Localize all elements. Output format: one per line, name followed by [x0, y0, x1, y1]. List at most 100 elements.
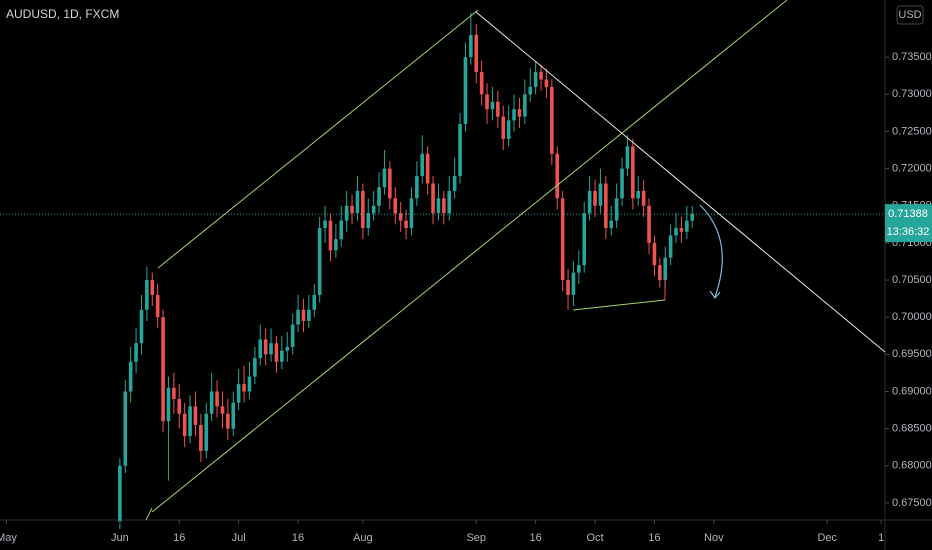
channel-upper	[157, 9, 479, 269]
candle-body	[436, 198, 441, 214]
y-tick-label: 0.73500	[892, 51, 932, 63]
candle-body	[425, 153, 430, 184]
candle-body	[393, 198, 398, 214]
candle-body	[247, 376, 252, 392]
candle-body	[458, 124, 462, 177]
x-tick-label: 16	[648, 532, 660, 544]
candle-body	[420, 153, 425, 177]
candle-body	[463, 57, 468, 125]
last-price-label: 0.71388	[888, 208, 928, 220]
candle-body	[182, 413, 187, 437]
candle-body	[285, 346, 290, 351]
channel-lower	[151, 0, 788, 513]
candle-body	[118, 465, 122, 522]
candle-body	[636, 190, 641, 199]
candle-body	[134, 343, 138, 362]
candle-body	[620, 168, 624, 199]
x-tick-label: Jul	[232, 532, 246, 544]
candle-body	[647, 205, 651, 243]
candle-body	[452, 176, 457, 191]
candle-body	[398, 213, 403, 221]
candle-body	[517, 109, 522, 117]
candle-body	[226, 413, 230, 429]
candle-body	[539, 72, 543, 80]
candle-body	[523, 94, 527, 117]
candle-body	[501, 116, 506, 139]
candle-body	[587, 190, 592, 214]
candle-body	[609, 220, 614, 229]
candle-body	[150, 280, 155, 295]
x-tick-label: 16	[530, 532, 542, 544]
candle-body	[415, 176, 419, 199]
candle-body	[641, 190, 646, 206]
candle-body	[388, 168, 392, 199]
y-tick-label: 0.72000	[892, 163, 932, 175]
x-tick-label: 16	[173, 532, 185, 544]
x-tick-label: 16	[292, 532, 304, 544]
forecast-arrowhead	[709, 290, 721, 299]
currency-badge[interactable]	[896, 5, 924, 25]
candle-body	[404, 220, 408, 229]
candle-body	[301, 309, 306, 321]
candle-body	[442, 198, 446, 214]
candle-body	[614, 198, 619, 221]
candle-body	[506, 120, 511, 139]
y-tick-label: 0.70500	[892, 274, 932, 286]
candle-body	[366, 213, 371, 229]
candle-body	[236, 384, 241, 403]
candle-body	[269, 343, 273, 355]
candle-body	[674, 228, 678, 236]
candle-body	[528, 86, 533, 95]
y-tick-label: 0.69500	[892, 348, 932, 360]
countdown-label: 13:36:32	[887, 226, 930, 238]
candle-body	[485, 94, 489, 110]
candle-body	[512, 109, 516, 121]
candle-body	[431, 183, 435, 214]
candle-body	[533, 72, 538, 87]
candle-body	[339, 220, 344, 240]
candle-body	[172, 387, 176, 399]
candle-body	[274, 343, 279, 362]
x-tick-label: Dec	[817, 532, 837, 544]
x-tick-label: Aug	[353, 532, 373, 544]
candle-body	[593, 190, 597, 206]
x-tick-label: Sep	[466, 532, 486, 544]
candle-body	[334, 239, 338, 251]
y-tick-label: 0.68500	[892, 423, 932, 435]
candle-body	[371, 205, 376, 214]
candle-body	[685, 220, 689, 232]
x-tick-label: Nov	[704, 532, 724, 544]
y-tick-label: 0.70000	[892, 311, 932, 323]
candle-body	[344, 205, 349, 221]
candle-body	[679, 228, 684, 232]
forecast-arrow	[699, 204, 723, 298]
candle-body	[555, 153, 560, 199]
support-line	[572, 299, 666, 311]
candle-body	[307, 309, 311, 321]
candle-body	[625, 146, 630, 169]
candle-body	[350, 205, 354, 214]
candle-body	[317, 228, 322, 295]
last-price-badge	[885, 204, 932, 243]
x-tick-label: Jun	[111, 532, 129, 544]
candle-body	[123, 391, 128, 466]
candle-body	[280, 350, 284, 362]
candle-body	[668, 235, 673, 258]
candle-body	[323, 220, 327, 229]
candle-body	[604, 183, 608, 229]
candle-body	[496, 101, 500, 117]
y-tick-label: 0.72500	[892, 125, 932, 137]
candle-body	[479, 72, 484, 95]
candle-body	[258, 339, 263, 359]
candle-body	[312, 294, 317, 310]
candle-body	[544, 79, 549, 87]
candle-body	[231, 402, 236, 429]
candle-body	[139, 309, 144, 344]
candle-body	[328, 220, 333, 251]
candle-body	[658, 265, 662, 281]
candle-body	[193, 406, 198, 425]
candle-body	[409, 198, 414, 229]
candle-body	[361, 190, 365, 229]
candle-body	[582, 213, 587, 266]
